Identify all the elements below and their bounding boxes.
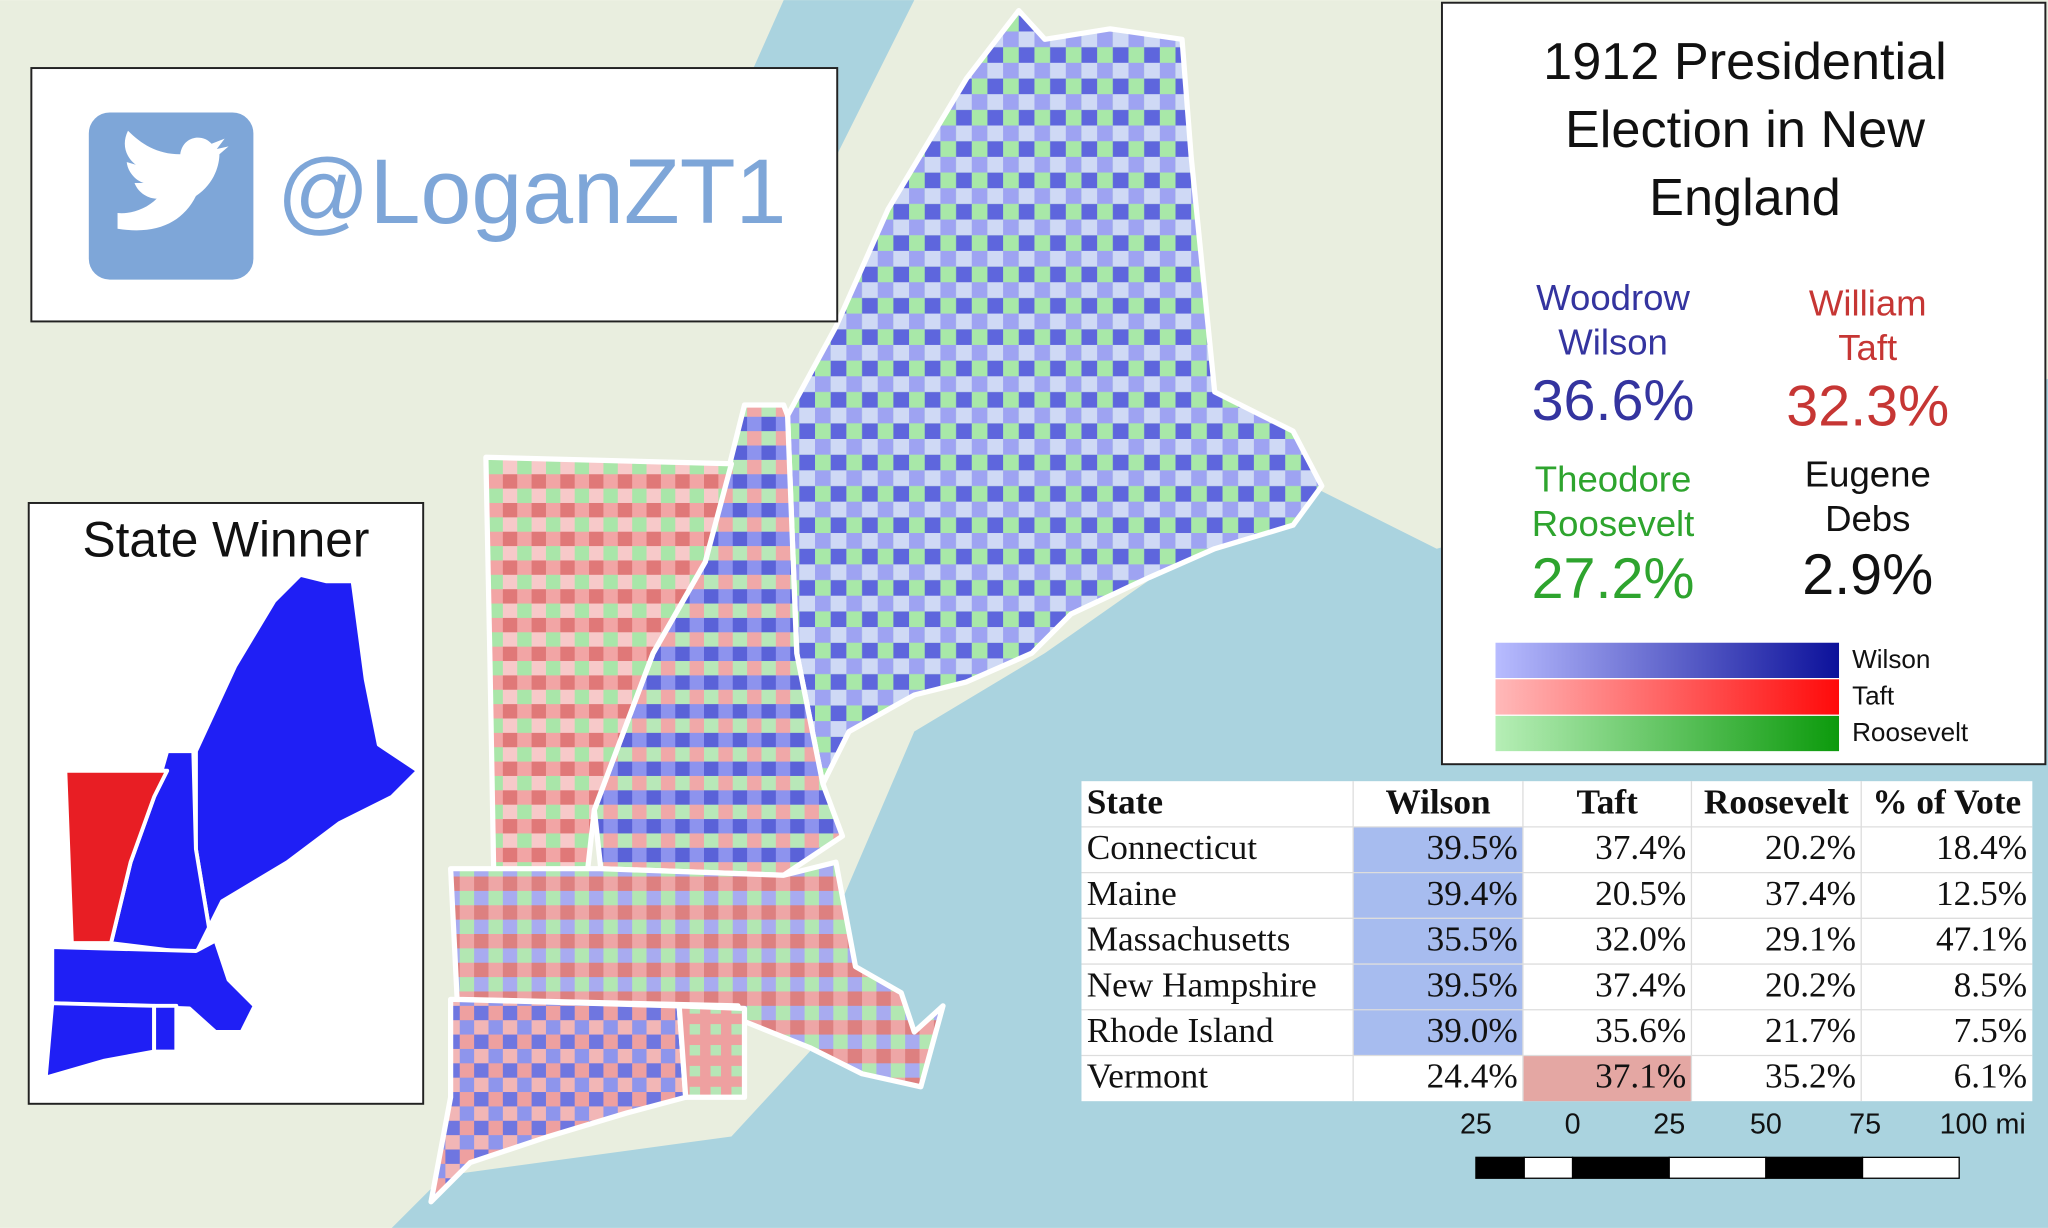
table-cell: 39.4% [1427,874,1518,913]
winner-cell [1353,964,1523,1010]
table-cell: 20.2% [1765,965,1856,1004]
candidate-name: William [1809,282,1927,323]
table-cell: 35.6% [1595,1011,1686,1050]
table-cell: 39.5% [1427,965,1518,1004]
table-cell: 39.5% [1427,828,1518,867]
table-cell: 47.1% [1936,920,2027,959]
table-cell: 29.1% [1765,920,1856,959]
state-name: Maine [1087,874,1177,913]
winner-cell [1522,1055,1692,1102]
candidate-share: 27.2% [1532,547,1695,611]
table-header: Taft [1576,782,1638,821]
table-cell: 7.5% [1954,1011,2027,1050]
ramp-label: Taft [1852,680,1895,710]
state-rhode-island [676,1003,748,1100]
legend-title: Election in New [1565,101,1925,159]
color-ramp [1495,642,1840,678]
inset-map [43,572,420,1080]
winner-cell [1353,918,1523,965]
scale-segment [1861,1156,1960,1179]
legend: 1912 Presidential Election in New England W… [1495,33,1969,752]
scale-label: 75 [1849,1109,1881,1141]
inset-vermont [63,768,170,946]
candidate-name: Roosevelt [1532,503,1695,544]
table-header: State [1087,782,1163,821]
legend-title: 1912 Presidential [1543,33,1947,91]
table-cell: 37.4% [1765,874,1856,913]
table-header: Wilson [1385,782,1491,821]
table-cell: 20.2% [1765,828,1856,867]
results-table: State Wilson Taft Roosevelt % of Vote Connect… [1081,781,2033,1102]
scale-segment [1523,1156,1574,1179]
inset-connecticut [43,1001,157,1080]
scale-segment [1765,1156,1864,1179]
scale-label: 25 [1653,1109,1685,1141]
ramp-label: Roosevelt [1852,717,1969,747]
candidate-share: 36.6% [1532,369,1695,433]
scale-label: 25 [1460,1109,1492,1141]
state-name: Rhode Island [1087,1011,1274,1050]
scale-label: 50 [1750,1109,1782,1141]
state-name: Connecticut [1087,828,1258,867]
inset-maine [193,572,420,930]
scale-segment [1668,1156,1767,1179]
table-cell: 37.4% [1595,828,1686,867]
candidate-name: Wilson [1558,322,1668,363]
scale-segment [1571,1156,1670,1179]
table-cell: 37.1% [1595,1057,1686,1096]
table-bg [1081,781,2033,1102]
table-cell: 32.0% [1595,920,1686,959]
color-ramp [1495,679,1840,715]
scale-label: 0 [1565,1109,1581,1141]
winner-cell [1353,872,1523,919]
legend-title: England [1649,169,1841,227]
table-cell: 37.4% [1595,965,1686,1004]
ramp-label: Wilson [1852,644,1930,674]
candidate-name: Eugene [1805,454,1931,495]
inset-title: State Winner [83,512,370,568]
candidate-name: Woodrow [1536,277,1690,318]
state-maine [784,7,1325,787]
table-cell: 18.4% [1936,828,2027,867]
table-cell: 21.7% [1765,1011,1856,1050]
table-cell: 35.5% [1427,920,1518,959]
state-name: Vermont [1087,1057,1209,1096]
table-cell: 24.4% [1427,1057,1518,1096]
candidate-share: 2.9% [1802,543,1933,607]
winner-cell [1353,1009,1523,1056]
table-cell: 12.5% [1936,874,2027,913]
table-header: Roosevelt [1704,782,1849,821]
candidate-name: Theodore [1535,459,1692,500]
candidate-name: Taft [1838,327,1897,368]
color-ramp [1495,715,1840,752]
winner-cell [1353,826,1523,873]
table-header: % of Vote [1872,782,2021,821]
scale-bar: 25 0 25 50 75 100 mi [1460,1109,2026,1179]
table-cell: 35.2% [1765,1057,1856,1096]
table-cell: 8.5% [1954,965,2027,1004]
candidate-share: 32.3% [1786,374,1949,438]
candidate-name: Debs [1825,498,1910,539]
state-name: New Hampshire [1087,965,1317,1004]
twitter-handle: @LoganZT1 [277,141,786,243]
state-vermont [483,454,735,876]
twitter-bird [117,130,229,231]
table-cell: 39.0% [1427,1011,1518,1050]
table-cell: 20.5% [1595,874,1686,913]
states [428,7,1325,1205]
table-cell: 6.1% [1954,1057,2027,1096]
scale-segment [1475,1156,1525,1179]
scale-label: 100 mi [1940,1109,2026,1141]
inset-rhode-island [152,1003,179,1054]
state-name: Massachusetts [1087,920,1291,959]
legend-box [1440,1,2047,766]
